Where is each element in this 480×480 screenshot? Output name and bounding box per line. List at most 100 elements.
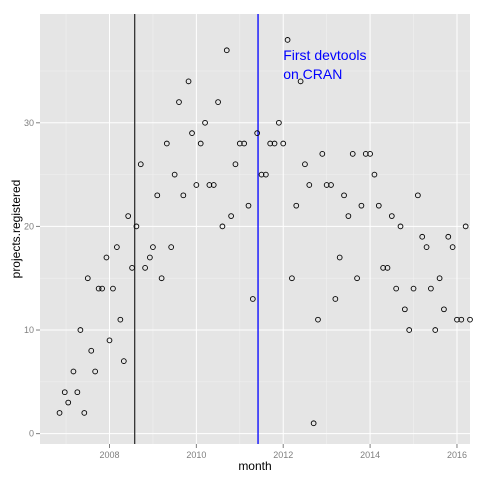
data-point bbox=[380, 265, 386, 271]
data-point bbox=[114, 244, 120, 250]
grid-lines bbox=[40, 14, 470, 444]
data-point bbox=[171, 171, 178, 178]
data-point bbox=[189, 130, 195, 137]
data-point bbox=[302, 161, 308, 168]
data-point bbox=[137, 161, 144, 168]
data-point bbox=[428, 285, 434, 292]
data-point bbox=[158, 275, 165, 282]
data-point bbox=[406, 327, 413, 333]
data-point bbox=[441, 306, 447, 313]
data-points bbox=[56, 37, 473, 427]
y-tick-label: 20 bbox=[24, 221, 34, 231]
data-point bbox=[276, 119, 282, 126]
y-axis-title: projects.registered bbox=[9, 180, 23, 279]
data-point bbox=[81, 410, 88, 416]
data-point bbox=[106, 337, 113, 344]
data-point bbox=[74, 389, 81, 396]
data-point bbox=[65, 399, 72, 406]
x-tick-label: 2012 bbox=[273, 450, 293, 460]
data-point bbox=[197, 140, 204, 147]
data-point bbox=[241, 140, 247, 147]
y-tick-label: 0 bbox=[29, 429, 34, 439]
y-tick-label: 30 bbox=[24, 118, 34, 128]
data-point bbox=[284, 37, 291, 43]
data-point bbox=[310, 420, 317, 427]
data-point bbox=[180, 192, 187, 199]
data-point bbox=[415, 192, 421, 199]
data-point bbox=[228, 213, 234, 219]
data-point bbox=[371, 171, 378, 178]
x-tick-label: 2008 bbox=[99, 450, 119, 460]
y-tick-label: 10 bbox=[24, 325, 34, 335]
data-point bbox=[103, 254, 110, 261]
data-point bbox=[397, 223, 404, 230]
data-point bbox=[193, 182, 200, 188]
data-point bbox=[142, 265, 148, 271]
data-point bbox=[458, 316, 465, 323]
x-axis-title: month bbox=[238, 459, 271, 473]
data-point bbox=[61, 389, 68, 396]
data-point bbox=[168, 244, 175, 250]
data-point bbox=[185, 78, 192, 85]
data-point bbox=[206, 182, 213, 188]
x-tick-label: 2010 bbox=[186, 450, 206, 460]
data-point bbox=[280, 140, 287, 147]
data-point bbox=[289, 275, 295, 282]
data-point bbox=[95, 285, 102, 292]
data-point bbox=[117, 316, 124, 323]
y-axis-ticks: 0 10 20 30 bbox=[24, 118, 40, 439]
data-point bbox=[315, 316, 321, 323]
data-point bbox=[432, 327, 439, 333]
data-point bbox=[423, 244, 430, 250]
data-point bbox=[219, 223, 226, 230]
data-point bbox=[120, 358, 127, 364]
data-point bbox=[258, 171, 265, 178]
data-point bbox=[232, 161, 239, 168]
data-point bbox=[341, 192, 347, 199]
data-point bbox=[110, 285, 116, 292]
data-point bbox=[249, 296, 256, 302]
x-tick-label: 2014 bbox=[360, 450, 380, 460]
data-point bbox=[163, 140, 170, 147]
data-point bbox=[306, 182, 313, 188]
data-point bbox=[384, 265, 391, 271]
data-point bbox=[375, 202, 382, 209]
data-point bbox=[354, 275, 360, 282]
data-point bbox=[271, 140, 278, 147]
data-point bbox=[388, 213, 395, 219]
data-point bbox=[263, 171, 269, 178]
data-point bbox=[267, 140, 274, 147]
data-point bbox=[419, 233, 426, 240]
data-point bbox=[150, 244, 156, 250]
data-point bbox=[236, 140, 243, 147]
data-point bbox=[367, 151, 373, 157]
data-point bbox=[210, 182, 217, 188]
data-point bbox=[332, 296, 339, 302]
data-point bbox=[293, 202, 300, 209]
data-point bbox=[254, 130, 261, 137]
data-point bbox=[454, 316, 460, 323]
x-axis-ticks: 2008 2010 2012 2014 2016 bbox=[99, 444, 467, 460]
data-point bbox=[349, 151, 356, 157]
data-point bbox=[393, 285, 400, 292]
data-point bbox=[125, 213, 132, 219]
data-point bbox=[362, 151, 369, 157]
data-point bbox=[410, 285, 417, 292]
data-point bbox=[154, 192, 161, 199]
data-point bbox=[215, 99, 221, 105]
x-tick-label: 2016 bbox=[447, 450, 467, 460]
data-point bbox=[99, 285, 105, 292]
data-point bbox=[84, 275, 91, 282]
data-point bbox=[328, 182, 334, 188]
data-point bbox=[202, 119, 208, 126]
data-point bbox=[297, 78, 304, 85]
data-point bbox=[133, 223, 140, 230]
data-point bbox=[462, 223, 469, 230]
data-point bbox=[436, 275, 443, 282]
data-point bbox=[70, 368, 77, 375]
data-point bbox=[449, 244, 456, 250]
annotation-line-2: on CRAN bbox=[283, 66, 342, 82]
data-point bbox=[88, 347, 95, 354]
data-point bbox=[176, 99, 182, 105]
